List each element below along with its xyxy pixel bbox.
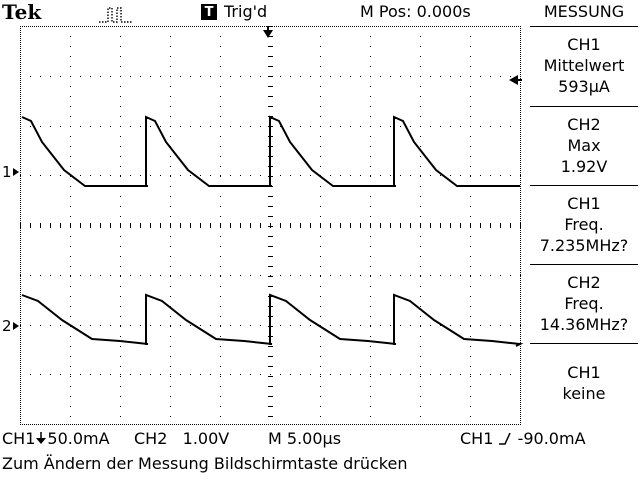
ground-arrow-icon: [36, 432, 47, 444]
ch1-label: CH1: [2, 429, 36, 448]
menu-separator: [530, 185, 638, 186]
menu-separator: [530, 26, 638, 27]
trigger-level-marker-stem: [517, 79, 522, 81]
ch1-scale-readout: CH1 50.0mA: [2, 429, 110, 448]
slot-channel: CH1: [567, 193, 601, 213]
rising-edge-icon: [499, 432, 512, 445]
brand-logo: Tek: [2, 0, 42, 24]
ch2-scale-readout: CH2 1.00V: [134, 429, 229, 448]
slot-type: Freq.: [564, 214, 604, 234]
ch2-marker-label: 2: [2, 317, 12, 335]
slot-value: 1.92V: [560, 156, 608, 176]
slot-channel: CH2: [567, 272, 601, 292]
menu-title: MESSUNG: [543, 2, 625, 21]
hint-message: Zum Ändern der Messung Bildschirmtaste d…: [2, 454, 408, 473]
ch2-scale: 1.00V: [182, 429, 230, 448]
ch2-ground-marker-icon: [13, 322, 19, 330]
slot-type: keine: [562, 384, 606, 403]
trigger-position-marker-icon: [263, 30, 273, 38]
trigger-level-marker-icon: [509, 75, 518, 85]
slot-value: 7.235MHz?: [539, 235, 629, 255]
measurement-slot-1[interactable]: CH1 Mittelwert 593µA: [528, 26, 640, 104]
graticule: [20, 26, 521, 425]
slot-type: Freq.: [564, 293, 604, 313]
measurement-menu: CH1 Mittelwert 593µA CH2 Max 1.92V CH1 F…: [528, 26, 640, 424]
measurement-slot-4[interactable]: CH2 Freq. 14.36MHz?: [528, 264, 640, 342]
timebase-readout: M 5.00µs: [268, 429, 342, 448]
ch2-trace: [21, 293, 524, 347]
ch2-label: CH2: [134, 429, 168, 448]
measurement-slot-5[interactable]: CH1 keine: [528, 343, 640, 423]
trigger-position-marker-stem: [267, 26, 269, 31]
trigger-source: CH1: [460, 429, 494, 448]
m-position-readout: M Pos: 0.000s: [360, 2, 471, 21]
trigger-status: Trig'd: [224, 2, 268, 21]
pulse-waveform-icon: [99, 7, 132, 23]
trigger-level: -90.0mA: [517, 429, 586, 448]
slot-channel: CH1: [567, 34, 601, 54]
trigger-badge: T: [201, 4, 217, 20]
menu-separator: [530, 343, 638, 344]
slot-type: Max: [567, 135, 601, 155]
slot-channel: CH2: [567, 114, 601, 134]
slot-type: Mittelwert: [543, 55, 625, 75]
slot-channel: CH1: [567, 363, 601, 382]
measurement-slot-3[interactable]: CH1 Freq. 7.235MHz?: [528, 185, 640, 263]
ch1-trace: [21, 115, 520, 187]
menu-separator: [530, 106, 638, 107]
measurement-slot-2[interactable]: CH2 Max 1.92V: [528, 106, 640, 184]
menu-separator: [530, 264, 638, 265]
slot-value: 14.36MHz?: [539, 314, 629, 334]
ch1-scale: 50.0mA: [47, 429, 110, 448]
trigger-readout: CH1 -90.0mA: [460, 429, 586, 448]
ch1-ground-marker-icon: [13, 168, 19, 176]
ch1-marker-label: 1: [2, 163, 12, 181]
slot-value: 593µA: [558, 76, 610, 96]
